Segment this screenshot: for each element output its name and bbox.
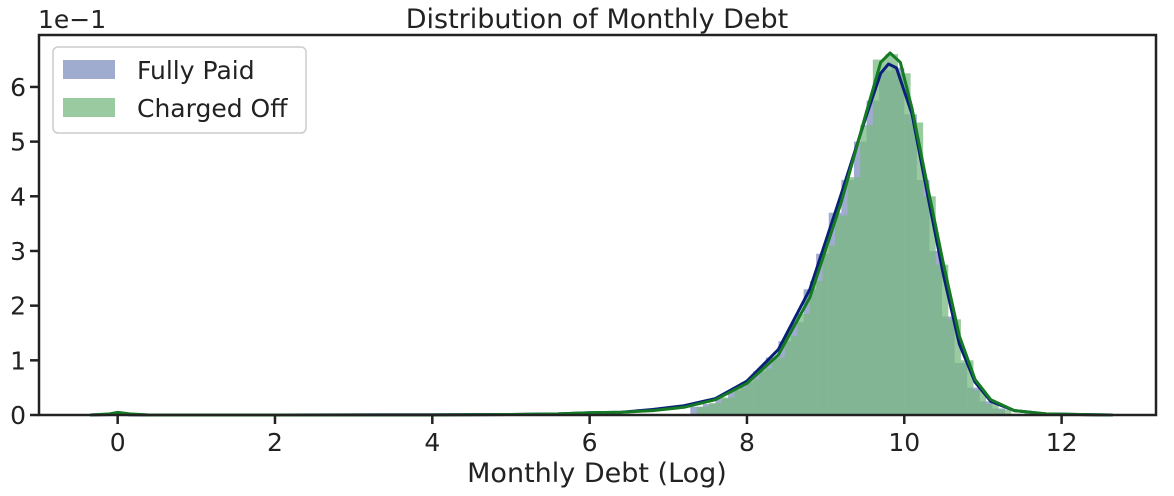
y-tick-label-3: 3 <box>10 237 26 266</box>
bar-charged-off-15 <box>885 54 898 416</box>
bar-charged-off-14 <box>872 59 886 416</box>
bar-charged-off-23 <box>986 404 999 415</box>
bar-charged-off-5 <box>759 368 773 415</box>
x-tick-label-6: 6 <box>582 428 598 457</box>
legend-label-charged-off: Charged Off <box>137 94 288 123</box>
legend: Fully Paid Charged Off <box>52 46 307 134</box>
bar-charged-off-13 <box>860 125 873 416</box>
legend-box <box>52 46 307 134</box>
bar-charged-off-18 <box>923 196 936 415</box>
bar-charged-off-16 <box>897 73 911 416</box>
bar-charged-off-12 <box>847 177 861 415</box>
bar-charged-off-7 <box>784 335 798 415</box>
plot-frame <box>37 33 1158 417</box>
y-tick-label-1: 1 <box>10 346 26 375</box>
y-tick-label-0: 0 <box>10 401 26 430</box>
x-axis-label: Monthly Debt (Log) <box>467 458 727 489</box>
bar-charged-off-4 <box>746 379 760 415</box>
x-tick-label-8: 8 <box>739 428 755 457</box>
legend-swatch-charged-off <box>63 98 115 117</box>
x-tick-label-0: 0 <box>110 428 126 457</box>
bar-charged-off-10 <box>822 245 836 415</box>
x-tick-label-2: 2 <box>267 428 283 457</box>
x-tick-label-12: 12 <box>1046 428 1078 457</box>
plot-area <box>90 51 1113 417</box>
bar-charged-off-11 <box>835 215 848 415</box>
x-tick-label-4: 4 <box>424 428 440 457</box>
y-scale-label: 1e−1 <box>38 5 106 34</box>
y-tick-label-6: 6 <box>10 73 26 102</box>
bar-charged-off-2 <box>721 397 735 415</box>
x-tick-label-10: 10 <box>888 428 920 457</box>
bar-charged-off-17 <box>910 122 924 415</box>
bar-charged-off-3 <box>734 387 747 415</box>
bar-charged-off-22 <box>973 390 987 415</box>
legend-swatch-fully-paid <box>63 60 115 79</box>
y-tick-label-5: 5 <box>10 128 26 157</box>
chart-title: Distribution of Monthly Debt <box>406 4 789 35</box>
bar-charged-off-6 <box>772 357 785 415</box>
bar-charged-off-24 <box>998 409 1012 415</box>
bars-charged-off <box>696 54 1012 416</box>
y-axis: 0 1 2 3 4 5 6 <box>10 73 39 430</box>
bar-charged-off-9 <box>809 281 823 415</box>
legend-label-fully-paid: Fully Paid <box>137 56 255 85</box>
y-tick-label-4: 4 <box>10 182 26 211</box>
bar-charged-off-1 <box>709 402 722 415</box>
bar-charged-off-0 <box>696 406 710 415</box>
x-axis: 0 2 4 6 8 10 12 <box>110 415 1078 457</box>
bar-charged-off-19 <box>935 264 949 415</box>
y-tick-label-2: 2 <box>10 292 26 321</box>
bar-charged-off-8 <box>797 313 810 415</box>
histogram-bars <box>690 54 1012 416</box>
